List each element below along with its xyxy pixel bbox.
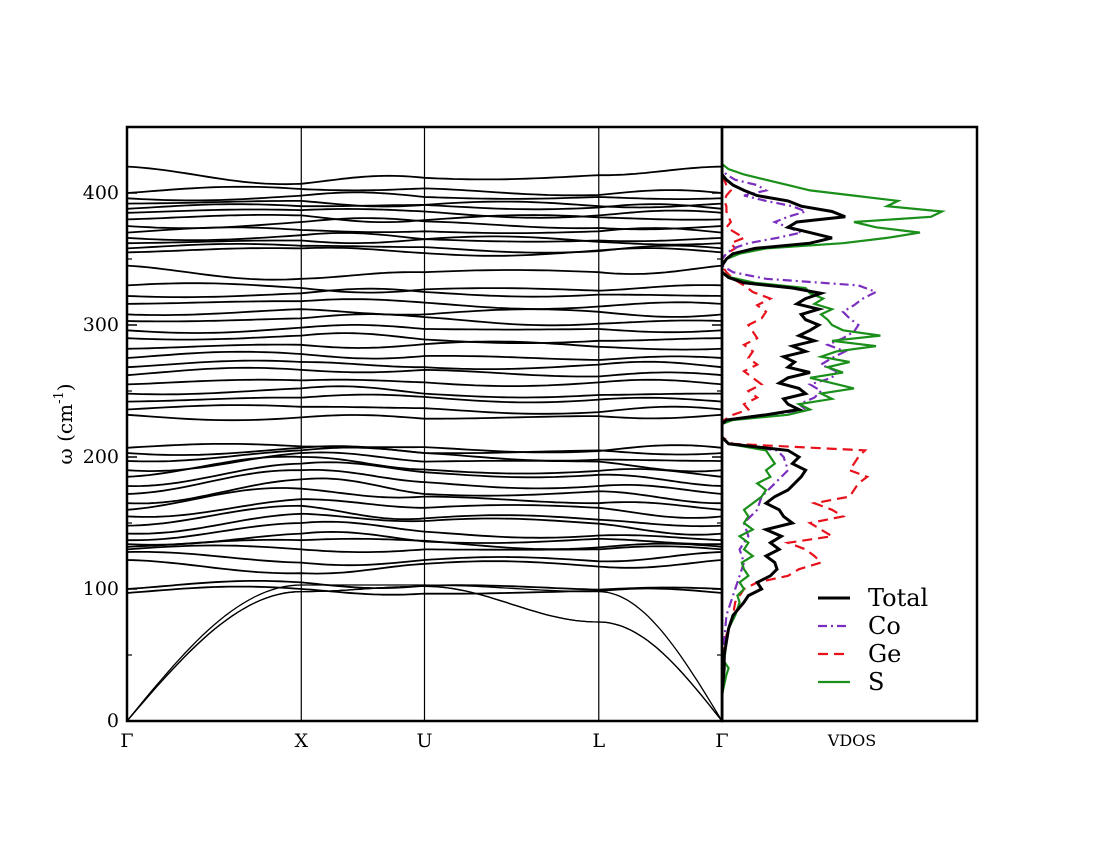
vdos-plot	[722, 163, 947, 721]
plot-frames	[125, 125, 979, 723]
x-symmetry-label: U	[416, 730, 432, 752]
vdos-series-total	[722, 164, 846, 721]
legend-label-ge: Ge	[868, 640, 901, 668]
vdos-frame	[720, 125, 979, 723]
x-symmetry-label: Γ	[120, 730, 133, 752]
vdos-axis-label: VDOS	[827, 731, 876, 750]
y-tick-label: 100	[83, 578, 119, 600]
vdos-series-s	[722, 163, 947, 721]
x-symmetry-label: Γ	[715, 730, 728, 752]
x-symmetry-label: X	[295, 730, 309, 752]
y-axis-label: ω (cm-1)	[52, 383, 77, 464]
y-tick-label: 300	[83, 314, 119, 336]
y-tick-label: 200	[83, 446, 119, 468]
vdos-series-co	[722, 164, 879, 721]
x-symmetry-label: L	[592, 730, 605, 752]
vdos-series-ge	[722, 169, 870, 721]
y-tick-label: 0	[107, 710, 119, 732]
legend-label-total: Total	[868, 584, 928, 612]
legend-label-co: Co	[868, 612, 901, 640]
axes: 0 100 200 300 400 ω (cm-1) Γ X U L Γ VDOS	[52, 182, 876, 752]
y-tick-label: 400	[83, 182, 119, 204]
legend-label-s: S	[868, 668, 884, 696]
